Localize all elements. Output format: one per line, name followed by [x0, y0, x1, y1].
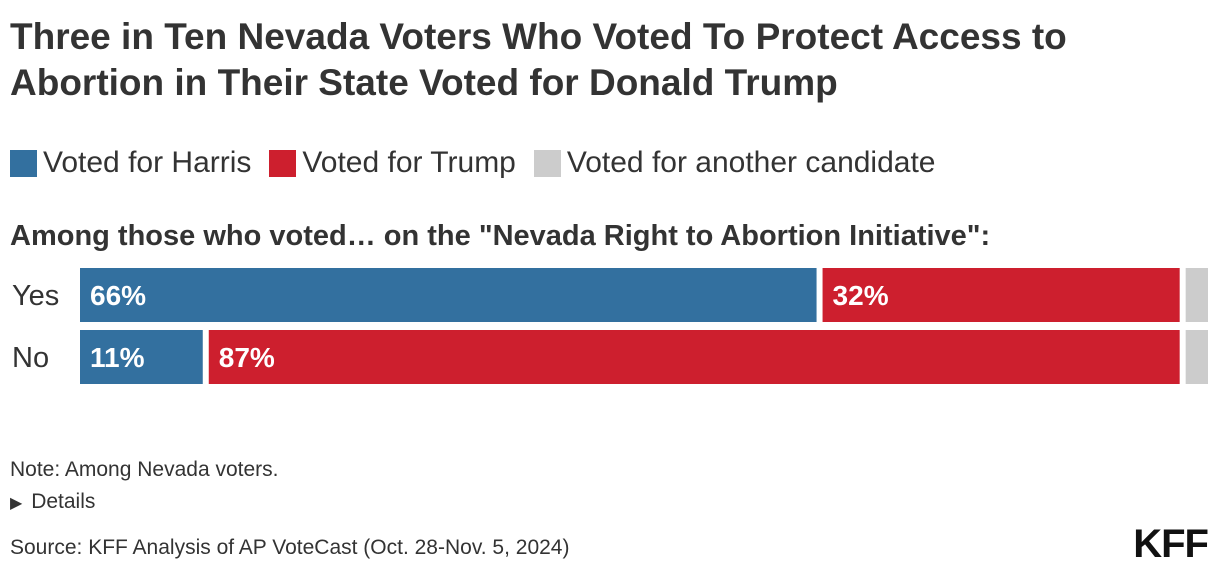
legend-item-harris: Voted for Harris: [10, 146, 251, 180]
legend-label: Voted for another candidate: [566, 146, 936, 179]
chart-title: Three in Ten Nevada Voters Who Voted To …: [10, 16, 1067, 103]
details-label: Details: [31, 490, 96, 513]
bar-segment: [822, 268, 1180, 322]
category-label: Yes: [12, 280, 59, 312]
bar-segment: [80, 268, 817, 322]
bar-segment: [208, 330, 1180, 384]
category-label: No: [12, 342, 49, 374]
bar-chart: Yes 66% 32% No 11% 87%: [12, 268, 1208, 384]
kff-logo: KFF: [1133, 522, 1209, 566]
note: Note: Among Nevada voters.: [10, 458, 279, 481]
legend-swatch-trump: [269, 149, 297, 177]
legend: Voted for Harris Voted for Trump Voted f…: [10, 146, 936, 180]
source: Source: KFF Analysis of AP VoteCast (Oct…: [10, 536, 570, 559]
bar-segment: [1185, 268, 1208, 322]
data-label: 32%: [833, 280, 889, 311]
chart-subtitle: Among those who voted… on the "Nevada Ri…: [10, 220, 991, 252]
legend-item-other: Voted for another candidate: [533, 146, 936, 180]
triangle-right-icon: ▶: [10, 495, 32, 512]
legend-label: Voted for Trump: [302, 146, 516, 179]
details-toggle[interactable]: ▶ Details: [10, 490, 95, 514]
legend-item-trump: Voted for Trump: [269, 146, 516, 180]
data-label: 87%: [219, 342, 275, 373]
data-label: 66%: [90, 280, 146, 311]
legend-swatch-harris: [10, 149, 37, 177]
bar-segment: [1185, 330, 1208, 384]
data-label: 11%: [90, 342, 145, 373]
legend-label: Voted for Harris: [43, 146, 252, 179]
legend-swatch-other: [533, 149, 561, 177]
bar-segment: [80, 330, 203, 384]
